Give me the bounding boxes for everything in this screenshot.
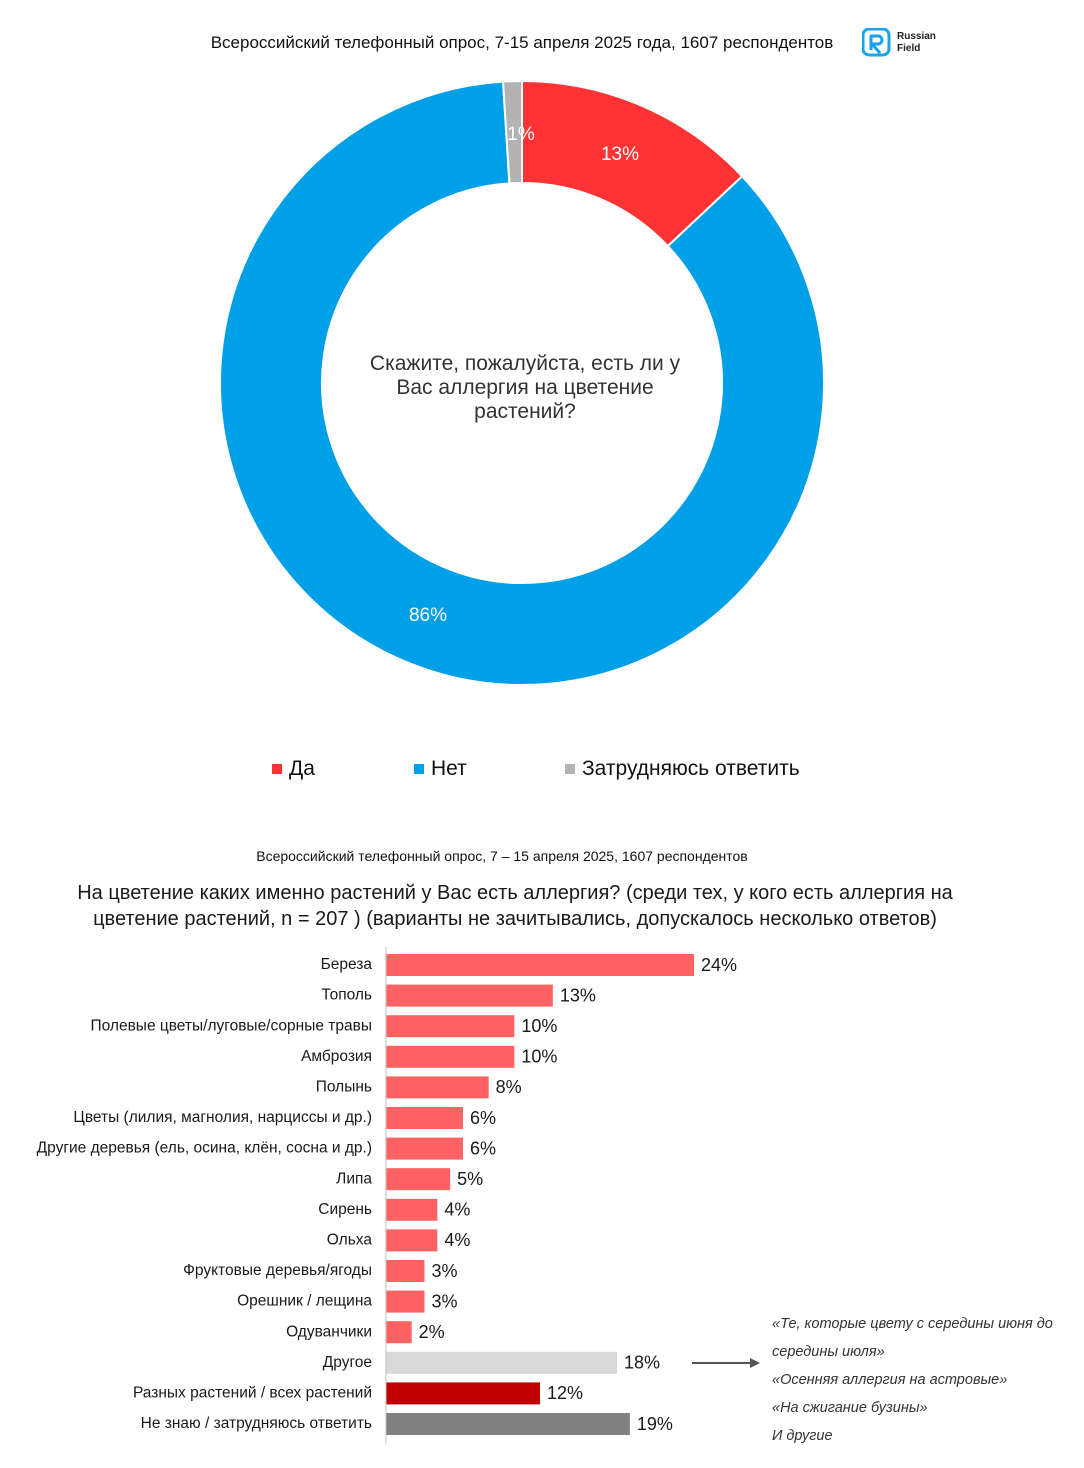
- bar-value-label: 5%: [457, 1169, 483, 1189]
- quote-line: «Осенняя аллергия на астровые»: [772, 1372, 1008, 1388]
- legend-swatch-no: [414, 764, 424, 774]
- bar-category-label: Орешник / лещина: [237, 1293, 372, 1310]
- quote-line: И другие: [772, 1428, 833, 1444]
- bar-value-label: 6%: [470, 1138, 496, 1158]
- bar-category-label: Полынь: [316, 1078, 372, 1095]
- bar: [386, 1413, 630, 1435]
- survey-caption: Всероссийский телефонный опрос, 7-15 апр…: [210, 33, 834, 52]
- legend-swatch-unsure: [565, 764, 575, 774]
- logo-line1: Russian: [897, 31, 936, 42]
- bar: [386, 1290, 425, 1313]
- bar: [386, 1045, 515, 1068]
- legend-item-no: Нет: [414, 757, 467, 781]
- logo-line2: Field: [897, 43, 921, 54]
- donut-slice-unsure: [501, 79, 523, 185]
- donut-label-yes: 13%: [601, 144, 639, 165]
- donut-slice-no: [219, 80, 825, 686]
- donut-chart: 13% 86% 1%: [219, 79, 825, 686]
- bar: [386, 1107, 463, 1129]
- bar: [386, 1015, 515, 1038]
- quote-line: «Те, которые цвету с середины июня до: [772, 1316, 1053, 1332]
- bar-category-label: Береза: [321, 956, 373, 973]
- bar-category-label: Фруктовые деревья/ягоды: [183, 1262, 372, 1279]
- donut-label-no: 86%: [409, 605, 447, 626]
- bar-chart-title: На цветение каких именно растений у Вас …: [77, 882, 953, 930]
- bar: [386, 1076, 489, 1099]
- bar-category-label: Полевые цветы/луговые/сорные травы: [90, 1017, 372, 1034]
- bar-value-label: 6%: [470, 1108, 496, 1128]
- quote-line: середины июля»: [772, 1344, 885, 1360]
- bar: [386, 1351, 617, 1374]
- bar-category-label: Липа: [336, 1170, 372, 1187]
- bar-category-label: Одуванчики: [286, 1323, 372, 1340]
- donut-legend: Да Нет Затрудняюсь ответить: [0, 757, 1084, 787]
- legend-label-no: Нет: [431, 757, 467, 780]
- bar-category-label: Ольха: [327, 1231, 373, 1248]
- bar-value-label: 4%: [444, 1230, 470, 1250]
- legend-label-yes: Да: [289, 757, 315, 780]
- bar-value-label: 18%: [624, 1353, 660, 1373]
- bar-category-label: Не знаю / затрудняюсь ответить: [141, 1415, 372, 1432]
- bar-category-label: Разных растений / всех растений: [133, 1384, 372, 1401]
- bar-value-label: 3%: [432, 1261, 458, 1281]
- bar-category-label: Другое: [323, 1354, 372, 1371]
- bar-value-label: 13%: [560, 985, 596, 1005]
- donut-label-unsure: 1%: [507, 124, 535, 145]
- bar-survey-caption: Всероссийский телефонный опрос, 7 – 15 а…: [256, 848, 748, 864]
- legend-label-unsure: Затрудняюсь ответить: [582, 757, 800, 780]
- bar-value-label: 8%: [496, 1077, 522, 1097]
- legend-swatch-yes: [272, 764, 282, 774]
- bar-category-label: Другие деревья (ель, осина, клён, сосна …: [37, 1140, 372, 1157]
- bar-category-label: Цветы (лилия, магнолия, нарциссы и др.): [73, 1109, 372, 1126]
- bar-value-label: 19%: [637, 1414, 673, 1434]
- russian-field-logo-icon: [862, 28, 891, 57]
- bar: [386, 1382, 540, 1405]
- bar-category-label: Тополь: [321, 987, 372, 1004]
- bar-category-label: Амброзия: [301, 1048, 372, 1065]
- bar-value-label: 12%: [547, 1383, 583, 1403]
- bar: [386, 1198, 438, 1221]
- legend-item-yes: Да: [272, 757, 315, 781]
- bar: [386, 1137, 463, 1160]
- bar-category-label: Сирень: [318, 1201, 372, 1218]
- legend-item-unsure: Затрудняюсь ответить: [565, 757, 800, 781]
- bar-value-label: 2%: [419, 1322, 445, 1342]
- quote-line: «На сжигание бузины»: [772, 1400, 928, 1416]
- bar: [386, 984, 553, 1007]
- bar-value-label: 10%: [521, 1047, 557, 1067]
- bar: [386, 1321, 412, 1344]
- bar: [386, 1260, 425, 1282]
- bar: [386, 1229, 438, 1252]
- russian-field-logo: Russian Field: [862, 28, 952, 64]
- bar-value-label: 24%: [701, 955, 737, 975]
- bar: [386, 1168, 451, 1191]
- donut-question: Скажите, пожалуйста, есть ли у Вас аллер…: [369, 352, 681, 423]
- other-quotes: «Те, которые цвету с середины июня до се…: [772, 1310, 1072, 1450]
- bar-value-label: 10%: [521, 1016, 557, 1036]
- other-arrow: [692, 1358, 760, 1368]
- bar-value-label: 3%: [432, 1291, 458, 1311]
- bar: [386, 954, 694, 976]
- bar-chart: Береза 24% Тополь 13% Полевые цветы/луговые/…: [37, 947, 760, 1444]
- bar-value-label: 4%: [444, 1200, 470, 1220]
